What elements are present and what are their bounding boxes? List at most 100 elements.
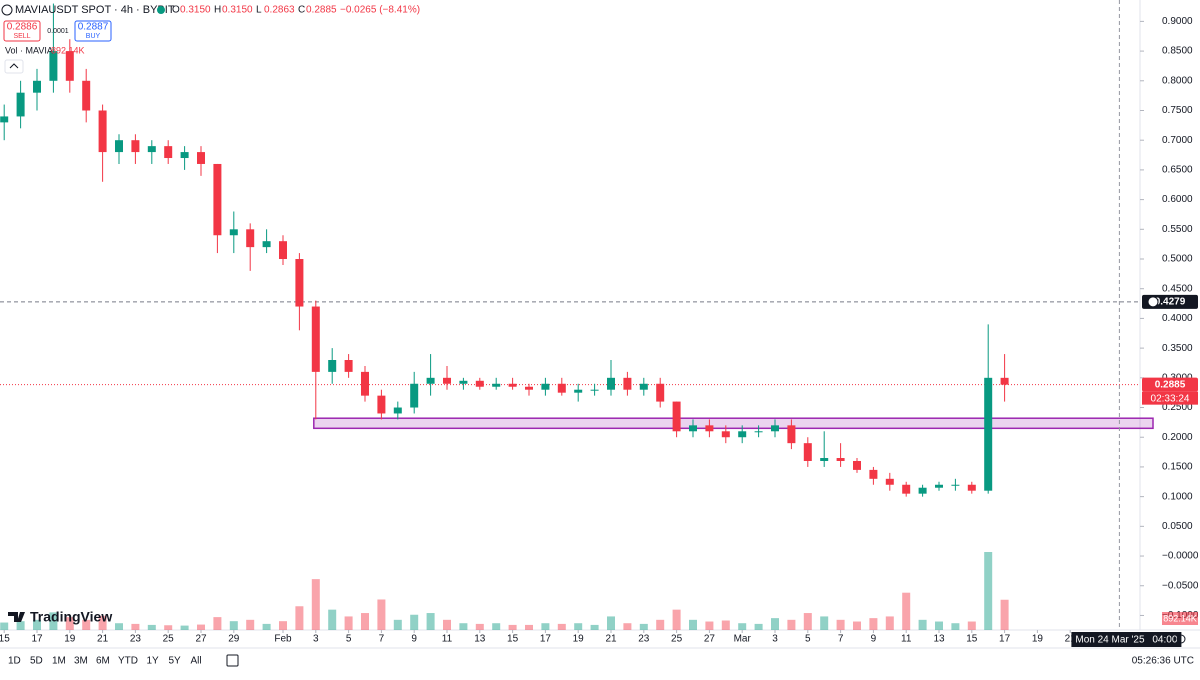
candle-body (557, 383, 566, 393)
x-tick-label: 15 (966, 634, 978, 645)
y-tick-label: 0.4000 (1162, 313, 1193, 324)
candle-body (574, 389, 583, 393)
volume-bar (885, 616, 894, 630)
volume-badge: 892.14K (1163, 613, 1197, 623)
volume-bar (754, 623, 763, 630)
candle-body (738, 431, 747, 438)
ohlc-value: 0.2885 (306, 5, 337, 16)
volume-bar (82, 619, 91, 630)
candle-body (672, 401, 681, 432)
x-tick-label: 21 (1065, 634, 1077, 645)
x-tick-label: 21 (605, 634, 617, 645)
candle-body (197, 152, 205, 164)
date-range-icon[interactable] (226, 654, 239, 667)
volume-bar (213, 617, 222, 630)
sell-label: SELL (13, 33, 30, 40)
candle-body (853, 460, 861, 470)
volume-bar (1000, 599, 1009, 630)
candle-body (164, 146, 173, 159)
volume-bar (311, 579, 320, 630)
x-tick-label: 23 (130, 634, 142, 645)
candle-body (65, 51, 74, 81)
x-tick-label: 11 (442, 634, 453, 645)
candle-body (590, 389, 599, 391)
volume-bar (820, 616, 829, 630)
y-tick-label: 0.8000 (1162, 75, 1193, 86)
candle-body (0, 116, 9, 123)
collapse-button[interactable] (4, 59, 24, 74)
x-tick-label: 17 (540, 634, 552, 645)
range-button[interactable]: 3M (74, 656, 88, 667)
volume-bar (967, 621, 976, 630)
volume-bar (33, 619, 41, 630)
candle-body (115, 140, 123, 153)
volume-bar (65, 617, 74, 630)
candle-body (98, 110, 107, 153)
volume-bar (787, 619, 796, 630)
range-button[interactable]: 1Y (147, 656, 160, 667)
y-tick-label: 0.6500 (1162, 165, 1193, 176)
buy-button[interactable] (74, 20, 112, 42)
alert-icon[interactable] (1147, 296, 1159, 308)
logo-icon (8, 612, 25, 622)
x-tick-label: 17 (999, 634, 1011, 645)
support-zone (313, 417, 1154, 430)
volume-bar (49, 612, 58, 630)
range-button[interactable]: 6M (96, 656, 110, 667)
crosshair-date: Mon 24 Mar '25 (1075, 635, 1145, 646)
x-tick-label: 27 (704, 634, 716, 645)
x-tick-label: Feb (274, 634, 292, 645)
range-button[interactable]: 5D (30, 656, 43, 667)
volume-bar (738, 623, 747, 630)
y-tick-label: 0.7500 (1162, 105, 1193, 116)
volume-bar (525, 624, 533, 630)
y-tick-label: 0.4500 (1162, 283, 1193, 294)
countdown: 02:33:24 (1151, 393, 1190, 404)
candle-body (279, 241, 287, 260)
volume-bar (508, 624, 517, 630)
x-tick-label: 29 (228, 634, 240, 645)
volume-bar (541, 623, 550, 630)
collapse-icon (9, 63, 19, 69)
market-status (157, 6, 165, 14)
range-button[interactable]: 5Y (169, 656, 182, 667)
candle-body (49, 51, 58, 81)
ohlc-value: 0.2863 (264, 5, 295, 16)
y-tick-label: −0.0000 (1162, 551, 1199, 562)
candle-body (262, 241, 271, 248)
volume-bar (475, 623, 484, 630)
y-tick-label: 0.5500 (1162, 224, 1193, 235)
x-tick-label: 15 (0, 634, 10, 645)
x-tick-label: 3 (772, 634, 778, 645)
volume-bar (197, 624, 205, 630)
candle-body (311, 306, 320, 372)
candle-body (16, 92, 25, 117)
x-tick-label: 9 (871, 634, 877, 645)
volume-bar (902, 592, 911, 630)
volume-bar (984, 552, 993, 630)
symbol: MAVIAUSDT SPOT · 4h · BYBIT (15, 4, 175, 16)
x-tick-label: 19 (64, 634, 76, 645)
volume-bar (721, 620, 730, 630)
range-button[interactable]: 1D (8, 656, 21, 667)
volume-bar (393, 619, 402, 630)
y-tick-label: 0.0500 (1162, 521, 1193, 532)
candle-body (820, 458, 829, 461)
y-tick-label: 0.2500 (1162, 402, 1193, 413)
change: −0.0265 (−8.41%) (340, 5, 420, 16)
range-button[interactable]: All (191, 656, 202, 667)
candle-body (721, 431, 730, 438)
sell-price: 0.2886 (7, 22, 38, 33)
ohlc-label: L (256, 5, 262, 16)
range-button[interactable]: 1M (52, 656, 66, 667)
range-button[interactable]: YTD (118, 656, 138, 667)
volume-bar (492, 623, 501, 630)
x-tick-label: 27 (195, 634, 207, 645)
ohlc-label: C (298, 5, 305, 16)
sell-button[interactable] (3, 20, 41, 42)
last-price-label: 0.2885 (1155, 379, 1186, 390)
settings-icon[interactable] (1176, 634, 1186, 644)
candle-body (935, 484, 943, 488)
volume-bar (574, 623, 583, 630)
volume-bar (656, 619, 665, 630)
